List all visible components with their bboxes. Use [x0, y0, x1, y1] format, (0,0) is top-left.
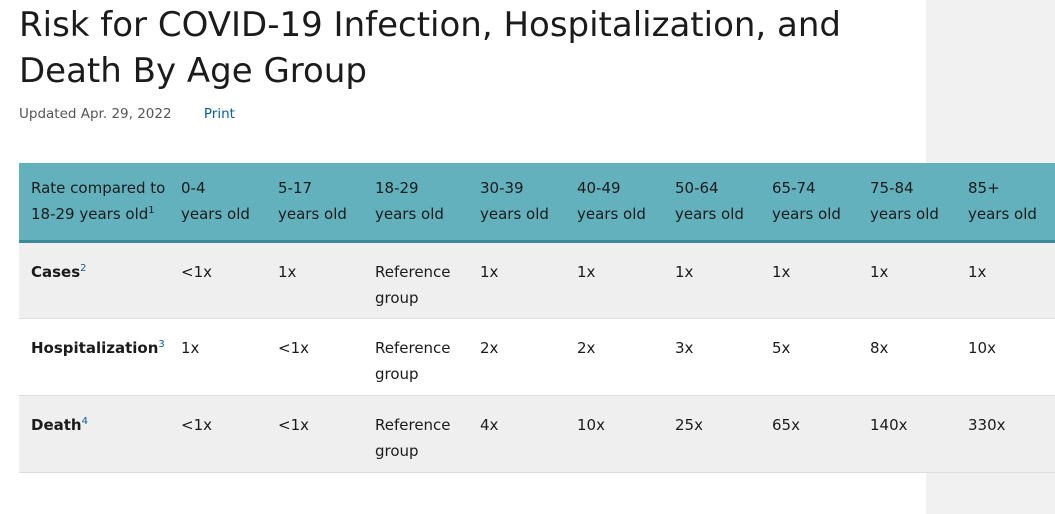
table-row-hospitalization: Hospitalization3 1x <1x Reference group …: [19, 318, 1055, 396]
table-cell: 4x: [480, 416, 499, 434]
table-cell: <1x: [278, 416, 309, 434]
table-cell: 25x: [675, 416, 703, 434]
table-cell: <1x: [181, 263, 212, 281]
table-cell: 1x: [870, 263, 889, 281]
table-cell: 1x: [278, 263, 297, 281]
column-header: 65-74 years old: [772, 179, 841, 223]
table-cell: <1x: [181, 416, 212, 434]
right-sidebar-panel: [926, 0, 1055, 514]
table-cell: 140x: [870, 416, 908, 434]
page-title: Risk for COVID-19 Infection, Hospitaliza…: [19, 5, 842, 91]
table-cell: 8x: [870, 339, 889, 357]
header-rate-compared: Rate compared to 18-29 years old1: [31, 179, 166, 223]
table-cell: <1x: [278, 339, 309, 357]
table-cell: 10x: [968, 339, 996, 357]
table-cell: 10x: [577, 416, 605, 434]
footnote-3[interactable]: 3: [158, 339, 165, 350]
table-cell: 1x: [675, 263, 694, 281]
column-header: 0-4 years old: [181, 179, 250, 223]
table-cell: 1x: [772, 263, 791, 281]
table-cell: Reference group: [375, 416, 451, 460]
row-label-hospitalization: Hospitalization3: [31, 339, 165, 357]
table-cell: 2x: [577, 339, 596, 357]
table-cell: 330x: [968, 416, 1006, 434]
table-cell: 1x: [181, 339, 200, 357]
table-row-cases: Cases2 <1x 1x Reference group 1x 1x 1x 1…: [19, 241, 1055, 319]
column-header: 75-84 years old: [870, 179, 939, 223]
risk-table: Rate compared to 18-29 years old1 0-4 yea…: [19, 163, 1055, 473]
footnote-2[interactable]: 2: [80, 263, 87, 274]
table-cell: 3x: [675, 339, 694, 357]
column-header: 18-29 years old: [375, 179, 444, 223]
table-row-death: Death4 <1x <1x Reference group 4x 10x 25…: [19, 395, 1055, 473]
row-label-cases: Cases2: [31, 263, 87, 281]
table-cell: 2x: [480, 339, 499, 357]
row-label-death: Death4: [31, 416, 88, 434]
column-header: 30-39 years old: [480, 179, 549, 223]
table-cell: 65x: [772, 416, 800, 434]
footnote-1[interactable]: 1: [148, 205, 155, 216]
print-link[interactable]: Print: [203, 106, 235, 122]
table-cell: 1x: [968, 263, 987, 281]
table-header-row: Rate compared to 18-29 years old1 0-4 yea…: [19, 163, 1055, 242]
footnote-4[interactable]: 4: [81, 416, 88, 427]
updated-date: Updated Apr. 29, 2022: [19, 106, 172, 122]
column-header: 85+ years old: [968, 179, 1037, 223]
table-cell: Reference group: [375, 339, 451, 383]
table-cell: 1x: [577, 263, 596, 281]
table-cell: 5x: [772, 339, 791, 357]
table-cell: 1x: [480, 263, 499, 281]
column-header: 5-17 years old: [278, 179, 347, 223]
column-header: 40-49 years old: [577, 179, 646, 223]
page-meta: Updated Apr. 29, 2022 Print: [19, 106, 235, 122]
table-cell: Reference group: [375, 263, 451, 307]
column-header: 50-64 years old: [675, 179, 744, 223]
